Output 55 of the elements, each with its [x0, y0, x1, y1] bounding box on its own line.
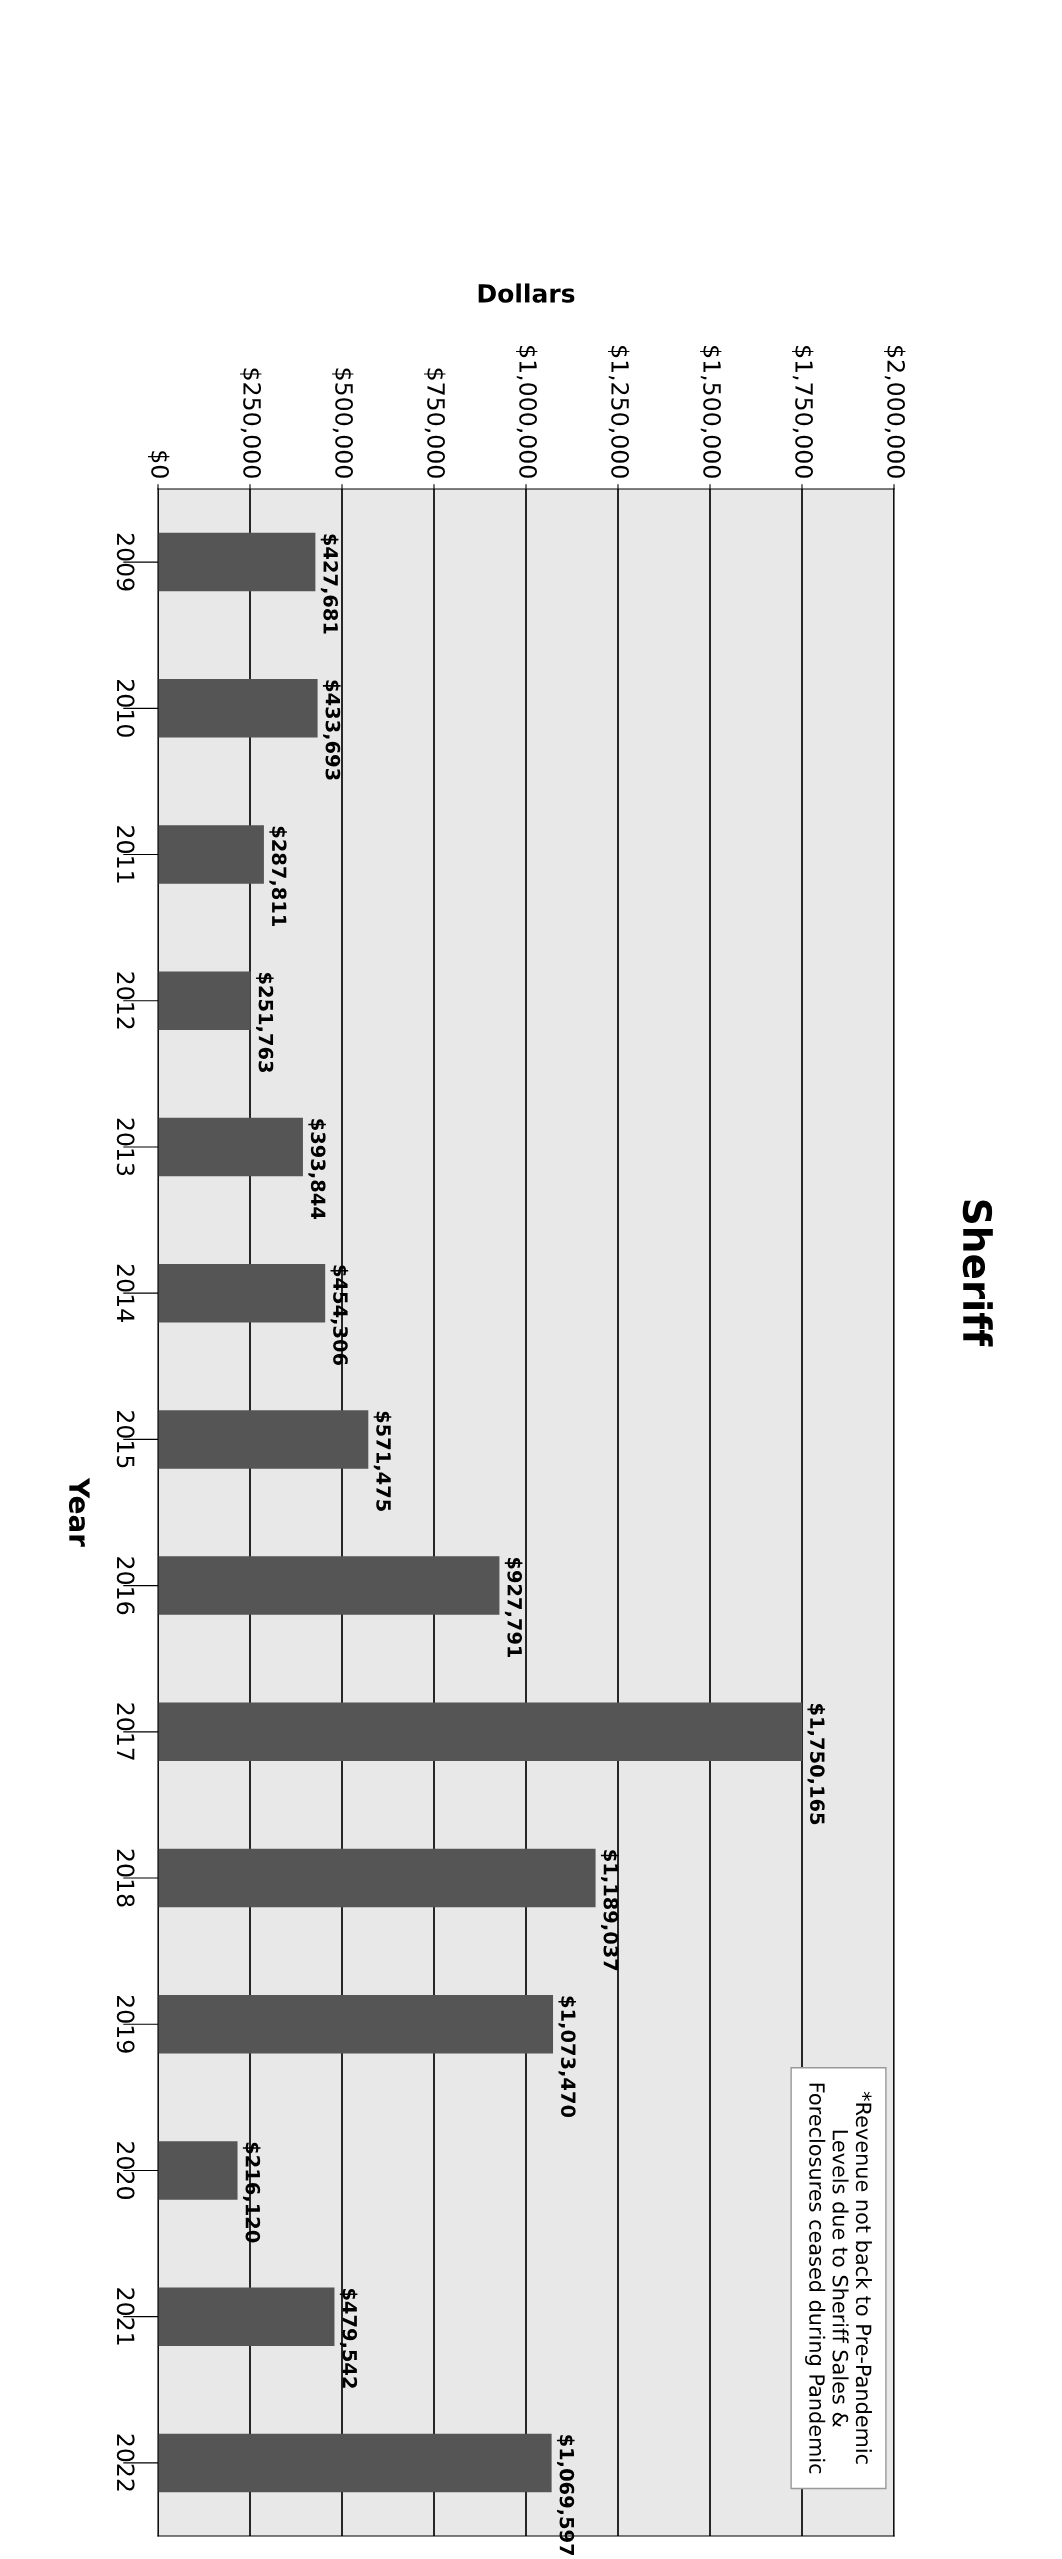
bar — [158, 1410, 369, 1469]
bar — [158, 532, 316, 592]
annotation: *Revenue not back to Pre-Pandemic Levels due to Sheriff Sales & Foreclosures ceased during Pandemic — [805, 2083, 872, 2474]
data-label: $1,069,597 — [556, 2435, 575, 2556]
data-label: $393,844 — [308, 1119, 326, 1219]
y-tick-label: 2012 — [116, 972, 135, 1029]
y-tick-label: 2015 — [116, 1411, 135, 1468]
x-tick-label: $2,000,000 — [884, 346, 906, 478]
bar — [158, 1848, 596, 1908]
bar — [158, 1263, 326, 1323]
x-tick-label: $1,250,000 — [608, 346, 630, 478]
x-tick-label: $500,000 — [332, 368, 354, 478]
bar — [158, 1995, 554, 2054]
x-tick-label: $1,000,000 — [516, 346, 538, 478]
data-label: $216,120 — [242, 2142, 261, 2243]
data-label: $1,750,165 — [807, 1704, 826, 1825]
x-axis-title: Dollars — [478, 283, 575, 303]
bar — [158, 1556, 500, 1615]
y-tick-label: 2017 — [116, 1703, 135, 1760]
y-tick-label: 2010 — [116, 680, 135, 737]
x-tick-label: $250,000 — [240, 368, 262, 478]
bar — [158, 1117, 303, 1177]
data-label: $927,791 — [504, 1557, 523, 1658]
y-tick-label: 2016 — [116, 1557, 135, 1615]
y-tick-label: 2021 — [116, 2288, 135, 2345]
y-tick-label: 2019 — [116, 1995, 135, 2053]
y-axis-title: Year — [68, 1477, 90, 1547]
bar — [158, 1702, 803, 1762]
x-tick-label: $0 — [148, 451, 170, 478]
data-label: $1,073,470 — [558, 1996, 577, 2118]
bar — [158, 971, 251, 1030]
x-tick-label: $1,500,000 — [700, 346, 722, 478]
data-label: $1,189,037 — [600, 1850, 619, 1971]
x-tick-label: $1,750,000 — [792, 346, 814, 478]
data-label: $433,693 — [322, 680, 341, 780]
y-tick-label: 2011 — [116, 826, 135, 883]
bar — [158, 2141, 238, 2200]
y-tick-label: 2022 — [116, 2434, 135, 2491]
bar — [158, 679, 318, 738]
data-label: $287,811 — [269, 826, 287, 927]
y-tick-label: 2020 — [116, 2142, 135, 2199]
bar — [158, 2287, 335, 2346]
text: Sheriff — [962, 1200, 993, 1347]
data-label: $479,542 — [339, 2288, 358, 2388]
y-tick-label: 2009 — [116, 533, 135, 591]
x-tick-label: $750,000 — [424, 368, 446, 478]
data-label: $427,681 — [320, 534, 339, 634]
y-tick-label: 2013 — [116, 1118, 135, 1176]
y-tick-label: 2018 — [116, 1849, 135, 1907]
bar — [158, 2433, 552, 2493]
data-label: $571,475 — [373, 1411, 392, 1511]
bar — [158, 825, 264, 884]
data-label: $454,306 — [330, 1265, 349, 1365]
data-label: $251,763 — [256, 973, 274, 1073]
y-tick-label: 2014 — [116, 1264, 135, 1322]
